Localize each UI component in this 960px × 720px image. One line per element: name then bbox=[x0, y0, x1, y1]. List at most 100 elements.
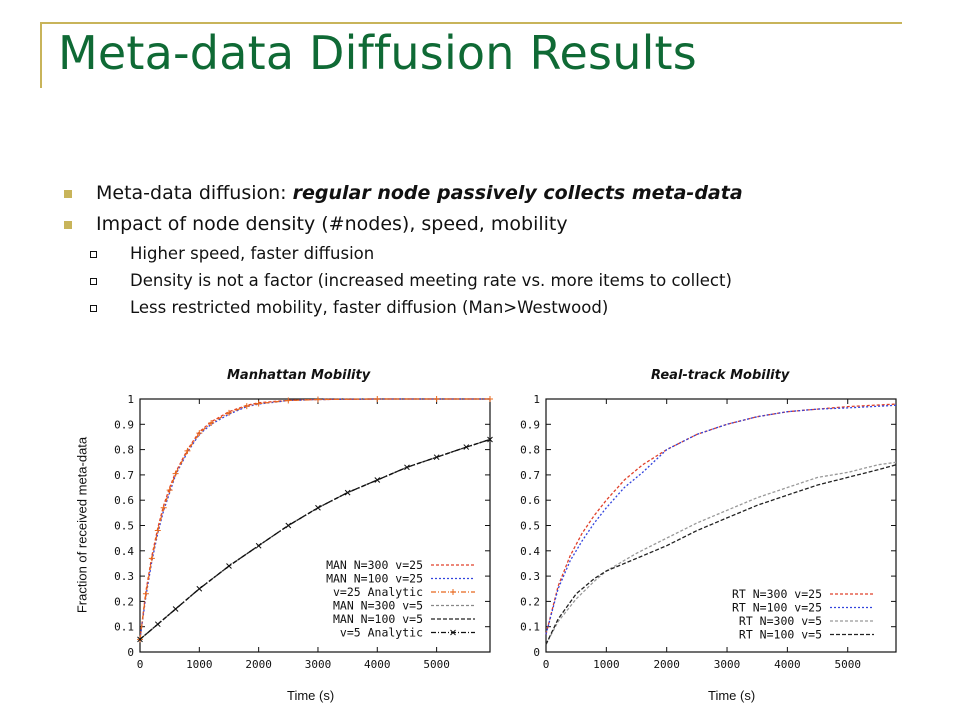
series-point bbox=[315, 504, 321, 511]
realtrack-plot: 0 0.1 0.2 0.3 0.4 0.5 0.6 0.7 0.8 0.9 1 0 1000 2000 30… bbox=[520, 393, 897, 671]
slide-title: Meta-data Diffusion Results bbox=[58, 26, 697, 80]
series-line bbox=[139, 438, 491, 640]
hollow-square-icon bbox=[90, 251, 97, 258]
y-tick-label: 0.3 bbox=[520, 570, 540, 583]
series-point bbox=[154, 621, 161, 628]
series-line bbox=[545, 461, 897, 645]
y-tick-label: 0.9 bbox=[520, 418, 540, 431]
y-tick-label: 0.9 bbox=[114, 418, 134, 431]
series-point bbox=[148, 555, 155, 562]
x-tick-label: 1000 bbox=[593, 658, 620, 671]
series-point bbox=[344, 489, 351, 496]
y-tick-label: 0.4 bbox=[520, 545, 540, 558]
x-tick-label: 4000 bbox=[364, 658, 391, 671]
series-line bbox=[545, 404, 897, 635]
sub-bullet-item: Less restricted mobility, faster diffusi… bbox=[62, 294, 942, 321]
legend-label: RT N=300 v=5 bbox=[739, 614, 822, 628]
series-point bbox=[172, 606, 179, 612]
series-point bbox=[137, 636, 143, 643]
bullet-text: Meta-data diffusion: bbox=[96, 182, 293, 204]
series-line bbox=[139, 438, 491, 640]
series-point bbox=[487, 436, 493, 443]
legend-label: MAN N=300 v=5 bbox=[333, 599, 423, 613]
series-point bbox=[196, 430, 203, 437]
hollow-square-icon bbox=[90, 305, 97, 312]
x-tick-label: 5000 bbox=[423, 658, 450, 671]
series-line bbox=[139, 398, 490, 640]
y-axis-label: Fraction of received meta-data bbox=[74, 436, 90, 614]
series-point bbox=[285, 522, 292, 529]
x-tick-label: 0 bbox=[137, 658, 144, 671]
legend-marker bbox=[450, 629, 456, 636]
series-point bbox=[285, 397, 292, 404]
x-tick-label: 4000 bbox=[774, 658, 801, 671]
bullet-item: Meta-data diffusion: regular node passiv… bbox=[62, 178, 942, 209]
series-point bbox=[160, 504, 167, 511]
chart-title-manhattan: Manhattan Mobility bbox=[227, 368, 371, 383]
legend-label: MAN N=300 v=25 bbox=[326, 558, 423, 572]
x-tick-label: 1000 bbox=[186, 658, 213, 671]
series-point bbox=[487, 396, 493, 402]
x-tick-label: 2000 bbox=[653, 658, 680, 671]
series-point bbox=[172, 470, 179, 477]
series-point bbox=[255, 400, 262, 407]
y-tick-label: 0 bbox=[533, 646, 540, 659]
y-tick-label: 1 bbox=[533, 393, 540, 406]
series-point bbox=[374, 396, 381, 402]
y-tick-label: 0.8 bbox=[114, 444, 134, 457]
series-point bbox=[196, 585, 203, 592]
series-point bbox=[255, 542, 262, 549]
y-tick-label: 0.7 bbox=[114, 469, 134, 482]
y-tick-label: 0.6 bbox=[114, 494, 134, 507]
series-point bbox=[226, 563, 232, 569]
y-tick-label: 0 bbox=[127, 646, 134, 659]
legend-marker bbox=[450, 589, 456, 595]
legend-label: RT N=100 v=25 bbox=[732, 601, 822, 615]
y-tick-label: 0.1 bbox=[520, 621, 540, 634]
series-point bbox=[184, 447, 191, 454]
bullet-list: Meta-data diffusion: regular node passiv… bbox=[62, 178, 942, 321]
chart-title-realtrack: Real-track Mobility bbox=[651, 368, 790, 383]
bullet-emphasis: regular node passively collects meta-dat… bbox=[292, 182, 743, 204]
series-line bbox=[139, 398, 490, 640]
legend-label: v=5 Analytic bbox=[340, 626, 423, 640]
title-accent-horizontal bbox=[40, 22, 902, 24]
plot-frame bbox=[545, 398, 897, 653]
sub-bullet-text: Less restricted mobility, faster diffusi… bbox=[130, 298, 609, 317]
series-line bbox=[139, 398, 490, 640]
sub-bullet-text: Higher speed, faster diffusion bbox=[130, 244, 375, 263]
y-tick-label: 0.2 bbox=[520, 595, 540, 608]
series-point bbox=[166, 487, 173, 494]
x-tick-label: 5000 bbox=[834, 658, 861, 671]
legend-label: MAN N=100 v=25 bbox=[326, 572, 423, 586]
x-tick-label: 2000 bbox=[245, 658, 272, 671]
series-line bbox=[545, 403, 897, 635]
y-tick-label: 0.5 bbox=[114, 520, 134, 533]
series-point bbox=[314, 396, 321, 403]
legend-label: v=25 Analytic bbox=[333, 585, 423, 599]
hollow-square-icon bbox=[90, 278, 97, 285]
y-tick-label: 0.4 bbox=[114, 545, 134, 558]
x-axis-label-realtrack: Time (s) bbox=[708, 688, 756, 703]
plot-frame bbox=[139, 398, 491, 653]
y-tick-label: 0.6 bbox=[520, 494, 540, 507]
y-tick-label: 0.5 bbox=[520, 520, 540, 533]
bullet-square-icon bbox=[64, 221, 72, 229]
series-point bbox=[463, 444, 470, 450]
legend-label: RT N=100 v=5 bbox=[739, 628, 822, 642]
series-point bbox=[433, 454, 440, 461]
x-tick-label: 0 bbox=[543, 658, 550, 671]
y-tick-label: 0.8 bbox=[520, 444, 540, 457]
series-point bbox=[142, 590, 149, 597]
y-tick-label: 1 bbox=[127, 393, 134, 406]
series-point bbox=[374, 477, 381, 483]
sub-bullet-item: Higher speed, faster diffusion bbox=[62, 240, 942, 267]
x-tick-label: 3000 bbox=[305, 658, 332, 671]
sub-bullet-item: Density is not a factor (increased meeti… bbox=[62, 267, 942, 294]
series-point bbox=[433, 396, 440, 402]
y-tick-label: 0.2 bbox=[114, 595, 134, 608]
bullet-text: Impact of node density (#nodes), speed, … bbox=[96, 213, 568, 235]
x-tick-label: 3000 bbox=[714, 658, 741, 671]
bullet-item: Impact of node density (#nodes), speed, … bbox=[62, 209, 942, 240]
manhattan-plot: 0 0.1 0.2 0.3 0.4 0.5 0.6 0.7 0.8 0.9 1 0 1000 2000 30… bbox=[114, 393, 493, 671]
